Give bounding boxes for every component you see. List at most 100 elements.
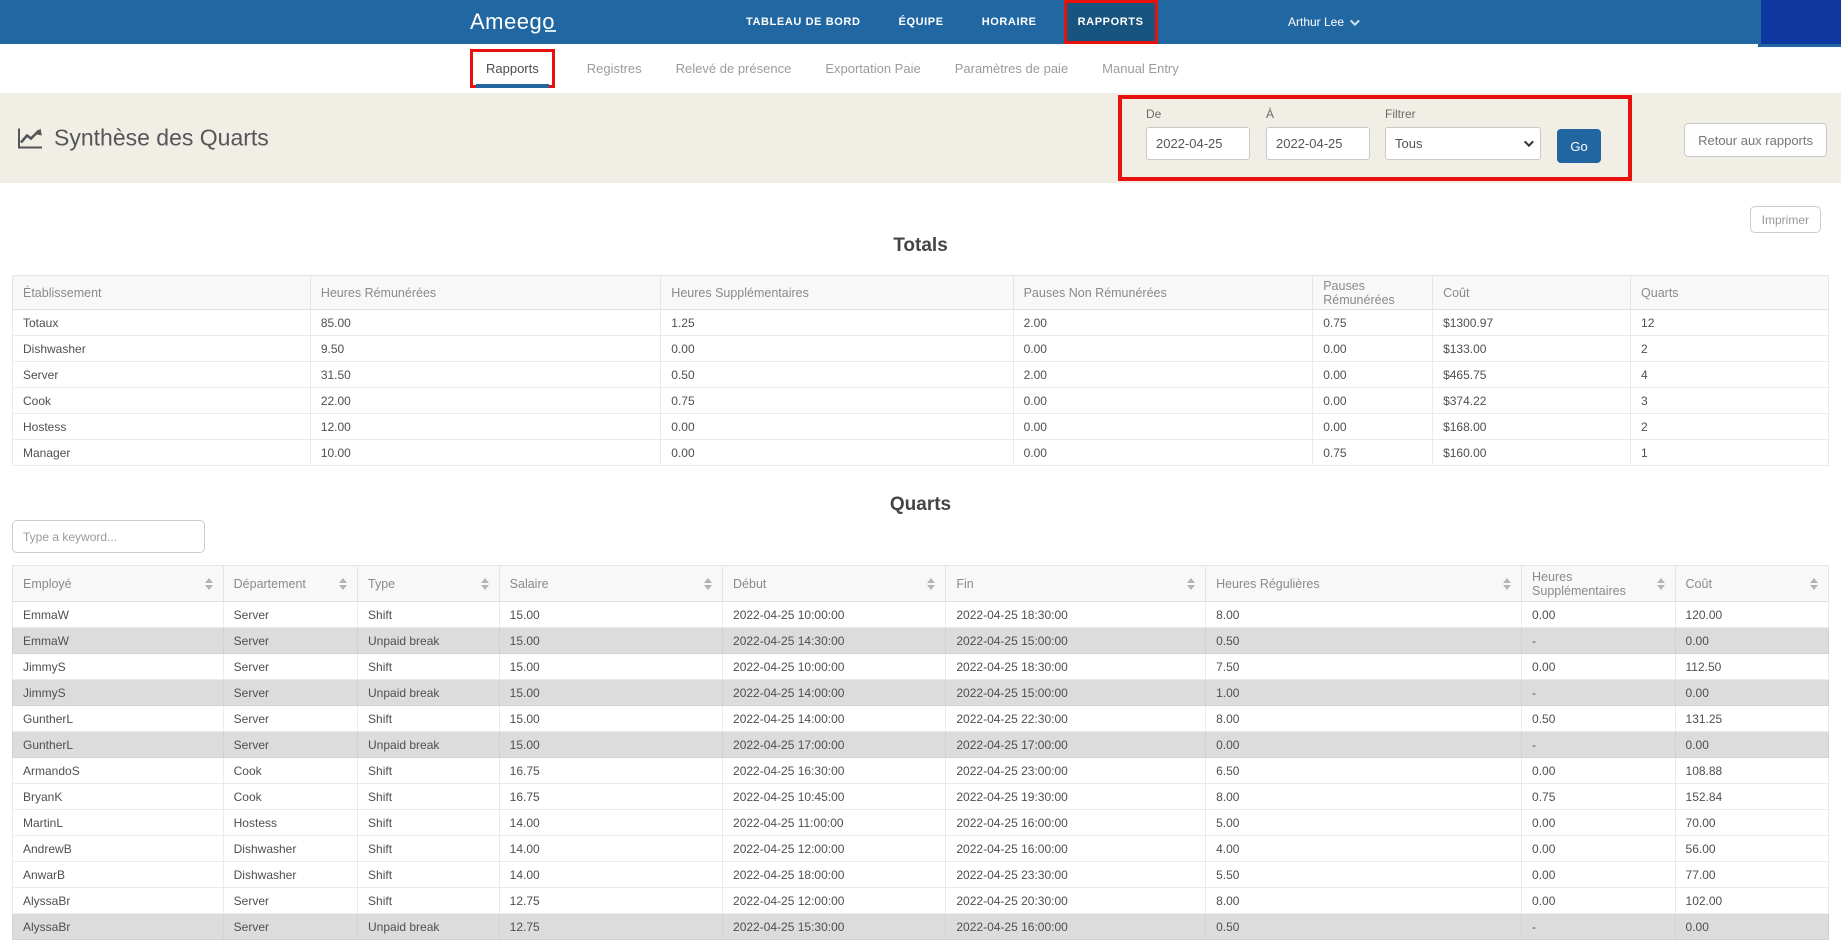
quarts-table: Employé Département Type [12,565,1829,940]
chart-icon [16,126,44,150]
cell-etablissement: Dishwasher [13,336,311,362]
cell-heures-regulieres: 7.50 [1206,654,1522,680]
cell-heures-regulieres: 5.00 [1206,810,1522,836]
cell-heures-supplementaires: 0.00 [1522,836,1675,862]
cell-fin: 2022-04-25 22:30:00 [946,706,1206,732]
totals-column-header: Établissement [13,276,311,310]
quarts-column-header[interactable]: Département [223,566,357,602]
cell-etablissement: Totaux [13,310,311,336]
page: Ameego TABLEAU DE BORD ÉQUIPE HORAIRE RA… [0,0,1841,951]
cell-cout: 152.84 [1675,784,1828,810]
quarts-column-header[interactable]: Coût [1675,566,1828,602]
cell-employe: AlyssaBr [13,914,224,940]
keyword-search-input[interactable] [12,520,205,553]
cell-etablissement: Server [13,362,311,388]
top-nav-item[interactable]: ÉQUIPE [888,0,955,44]
tab[interactable]: Exportation Paie [823,51,922,86]
quarts-column-header[interactable]: Fin [946,566,1206,602]
top-nav-item[interactable]: RAPPORTS [1064,0,1158,44]
sort-icon[interactable] [1187,578,1195,590]
cell-salaire: 15.00 [499,628,722,654]
tab[interactable]: Paramètres de paie [953,51,1070,86]
column-label: Employé [23,577,72,591]
top-nav-item[interactable]: HORAIRE [971,0,1048,44]
cell-employe: EmmaW [13,602,224,628]
cell-employe: JimmyS [13,654,224,680]
cell-salaire: 16.75 [499,758,722,784]
cell-departement: Hostess [223,810,357,836]
quarts-column-header[interactable]: Salaire [499,566,722,602]
tab[interactable]: Rapports [470,49,555,88]
cell-salaire: 14.00 [499,862,722,888]
cell-heures-regulieres: 1.00 [1206,680,1522,706]
sort-icon[interactable] [1657,578,1665,590]
cell-heures-regulieres: 8.00 [1206,784,1522,810]
brand-logo[interactable]: Ameego [470,9,555,35]
sort-icon[interactable] [339,578,347,590]
sort-icon[interactable] [927,578,935,590]
cell-heures-supplementaires: 0.75 [661,388,1013,414]
from-date-input[interactable] [1146,127,1250,160]
tab[interactable]: Relevé de présence [674,51,794,86]
quarts-column-header[interactable]: Début [723,566,946,602]
cell-type: Unpaid break [358,628,500,654]
cell-departement: Server [223,680,357,706]
cell-type: Shift [358,706,500,732]
tab[interactable]: Manual Entry [1100,51,1181,86]
cell-heures-supplementaires: - [1522,914,1675,940]
filter-select[interactable]: Tous [1385,127,1541,160]
column-label: Début [733,577,766,591]
filter-select-value: Tous [1395,136,1422,151]
cell-fin: 2022-04-25 18:30:00 [946,654,1206,680]
sort-icon[interactable] [1503,578,1511,590]
back-to-reports-button[interactable]: Retour aux rapports [1684,123,1827,157]
cell-etablissement: Hostess [13,414,311,440]
cell-heures-supplementaires: 0.00 [661,414,1013,440]
cell-departement: Server [223,654,357,680]
chevron-down-icon [1524,137,1534,147]
user-menu[interactable]: Arthur Lee [1288,0,1357,44]
cell-type: Shift [358,810,500,836]
cell-quarts: 12 [1631,310,1829,336]
quarts-column-header[interactable]: Employé [13,566,224,602]
column-label: Salaire [510,577,549,591]
column-label: Heures Supplémentaires [1532,570,1626,598]
to-date-input[interactable] [1266,127,1370,160]
top-nav: TABLEAU DE BORD ÉQUIPE HORAIRE RAPPORTS [735,0,1158,44]
cell-debut: 2022-04-25 17:00:00 [723,732,946,758]
cell-salaire: 15.00 [499,654,722,680]
tab[interactable]: Registres [585,51,644,86]
cell-cout: 131.25 [1675,706,1828,732]
quarts-row: AndrewB Dishwasher Shift 14.00 2022-04-2… [13,836,1829,862]
cell-heures-supplementaires: 0.00 [1522,654,1675,680]
sort-icon[interactable] [1810,578,1818,590]
top-nav-item[interactable]: TABLEAU DE BORD [735,0,872,44]
cell-fin: 2022-04-25 15:00:00 [946,680,1206,706]
print-button[interactable]: Imprimer [1750,206,1821,233]
report-header: Synthèse des Quarts De À Filtrer Tous Go… [0,93,1841,183]
sort-icon[interactable] [704,578,712,590]
cell-debut: 2022-04-25 16:30:00 [723,758,946,784]
cell-heures-supplementaires: - [1522,628,1675,654]
cell-cout: $160.00 [1433,440,1631,466]
search-row [12,520,1829,553]
totals-column-header: Heures Rémunérées [310,276,660,310]
quarts-column-header[interactable]: Heures Régulières [1206,566,1522,602]
cell-employe: MartinL [13,810,224,836]
cell-heures-supplementaires: 0.00 [1522,862,1675,888]
cell-salaire: 15.00 [499,732,722,758]
cell-pauses-non-remunerees: 2.00 [1013,310,1313,336]
quarts-column-header[interactable]: Heures Supplémentaires [1522,566,1675,602]
sort-icon[interactable] [205,578,213,590]
cell-employe: AnwarB [13,862,224,888]
quarts-column-header[interactable]: Type [358,566,500,602]
cell-pauses-remunerees: 0.00 [1313,388,1433,414]
cell-employe: GuntherL [13,706,224,732]
sort-icon[interactable] [481,578,489,590]
user-name: Arthur Lee [1288,15,1344,29]
cell-heures-regulieres: 5.50 [1206,862,1522,888]
quarts-row: GuntherL Server Unpaid break 15.00 2022-… [13,732,1829,758]
cell-pauses-non-remunerees: 2.00 [1013,362,1313,388]
cell-pauses-remunerees: 0.00 [1313,362,1433,388]
go-button[interactable]: Go [1557,129,1601,163]
